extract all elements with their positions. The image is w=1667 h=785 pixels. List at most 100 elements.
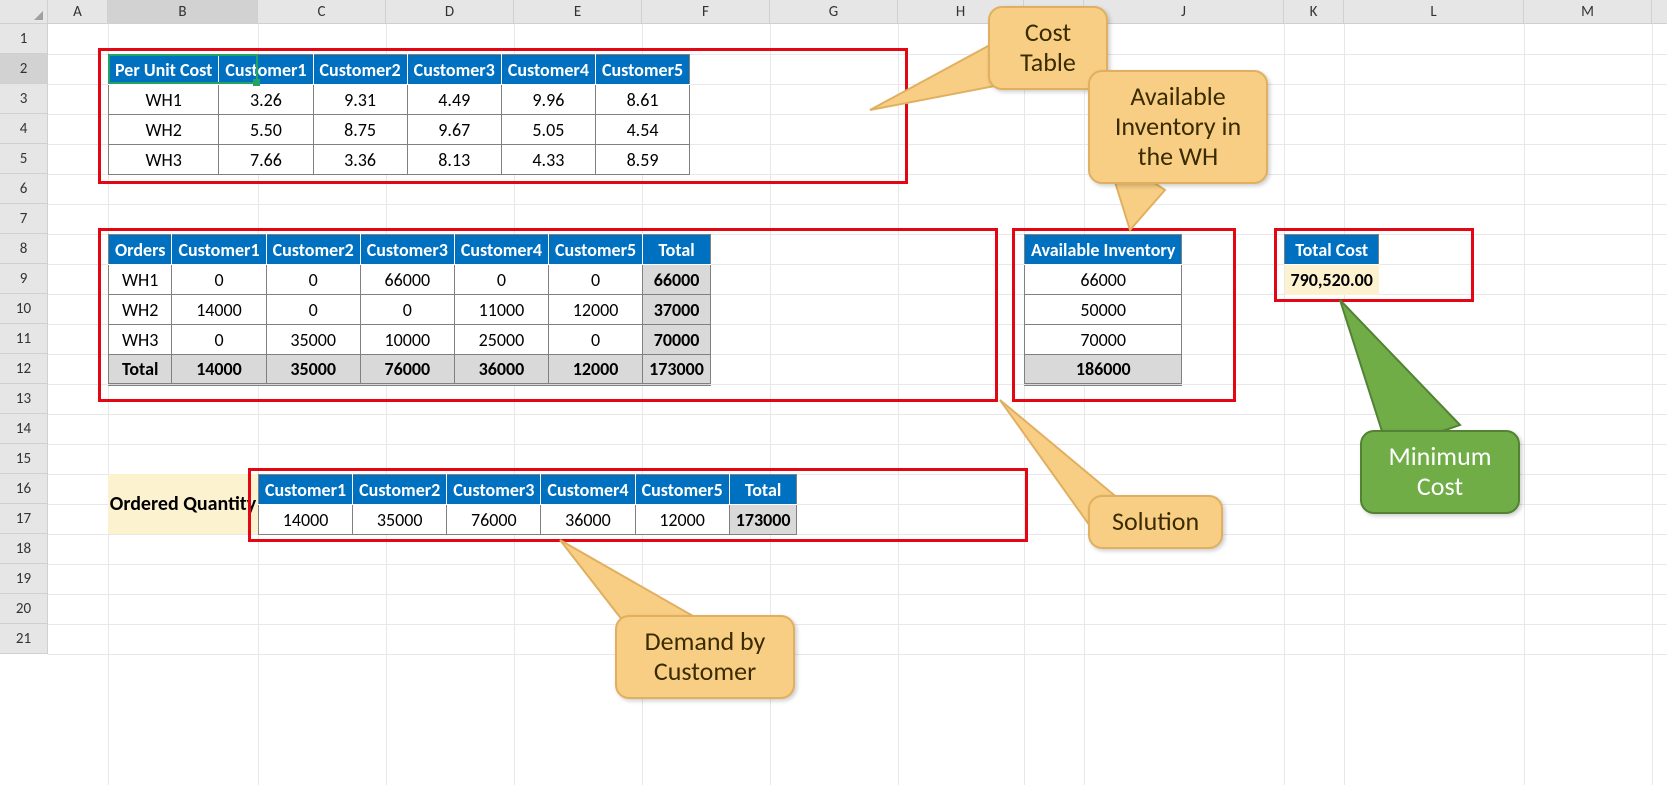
row-header-3[interactable]: 3 (0, 84, 48, 114)
row-header-11[interactable]: 11 (0, 324, 48, 354)
row-header-18[interactable]: 18 (0, 534, 48, 564)
cost-table-col: Customer2 (313, 55, 407, 85)
row-header-14[interactable]: 14 (0, 414, 48, 444)
cost-row-label: WH1 (109, 85, 219, 115)
row-header-12[interactable]: 12 (0, 354, 48, 384)
orders-header-label: Orders (109, 235, 172, 265)
orders-cell[interactable]: 0 (266, 295, 360, 325)
orders-cell[interactable]: 10000 (360, 325, 454, 355)
col-header-B[interactable]: B (108, 0, 258, 23)
row-header-2[interactable]: 2 (0, 54, 48, 84)
orders-col: Customer2 (266, 235, 360, 265)
orders-cell[interactable]: 0 (172, 325, 266, 355)
col-header-E[interactable]: E (514, 0, 642, 23)
row-header-16[interactable]: 16 (0, 474, 48, 504)
cost-cell[interactable]: 9.96 (501, 85, 595, 115)
row-header-6[interactable]: 6 (0, 174, 48, 204)
cost-cell[interactable]: 4.49 (407, 85, 501, 115)
select-all-corner[interactable] (0, 0, 48, 23)
inventory-header: Available Inventory (1025, 235, 1182, 265)
inventory-total: 186000 (1025, 355, 1182, 385)
col-header-G[interactable]: G (770, 0, 898, 23)
orders-cell[interactable]: 0 (549, 265, 643, 295)
column-headers: ABCDEFGHIJKLM (0, 0, 1667, 24)
row-header-1[interactable]: 1 (0, 24, 48, 54)
cost-cell[interactable]: 5.05 (501, 115, 595, 145)
col-header-K[interactable]: K (1284, 0, 1344, 23)
oq-val: 36000 (541, 505, 635, 535)
col-header-F[interactable]: F (642, 0, 770, 23)
cost-cell[interactable]: 9.31 (313, 85, 407, 115)
ordered-qty-label: Ordered Quantity (108, 474, 258, 534)
col-header-A[interactable]: A (48, 0, 108, 23)
cost-cell[interactable]: 4.33 (501, 145, 595, 175)
orders-cell[interactable]: 66000 (360, 265, 454, 295)
cost-table-header-label: Per Unit Cost (109, 55, 219, 85)
cost-cell[interactable]: 8.13 (407, 145, 501, 175)
col-header-M[interactable]: M (1524, 0, 1652, 23)
row-header-13[interactable]: 13 (0, 384, 48, 414)
oq-total-col: Total (729, 475, 797, 505)
orders-table[interactable]: Orders Customer1 Customer2 Customer3 Cus… (108, 234, 711, 386)
orders-cell[interactable]: 14000 (172, 295, 266, 325)
orders-col: Customer3 (360, 235, 454, 265)
oq-val: 35000 (353, 505, 447, 535)
cost-cell[interactable]: 8.59 (595, 145, 689, 175)
row-header-15[interactable]: 15 (0, 444, 48, 474)
cost-table-col: Customer3 (407, 55, 501, 85)
cost-cell[interactable]: 5.50 (219, 115, 313, 145)
orders-cell[interactable]: 0 (360, 295, 454, 325)
cost-cell[interactable]: 4.54 (595, 115, 689, 145)
oq-val: 14000 (259, 505, 353, 535)
orders-cell[interactable]: 0 (549, 325, 643, 355)
oq-col: Customer5 (635, 475, 729, 505)
row-header-9[interactable]: 9 (0, 264, 48, 294)
total-cost-table[interactable]: Total Cost 790,520.00 (1284, 234, 1379, 295)
callout-demand-text: Demand by Customer (645, 625, 766, 687)
ordered-qty-table[interactable]: Customer1 Customer2 Customer3 Customer4 … (258, 474, 797, 535)
cost-table-col: Customer4 (501, 55, 595, 85)
orders-cell[interactable]: 35000 (266, 325, 360, 355)
orders-cell[interactable]: 0 (266, 265, 360, 295)
cost-table[interactable]: Per Unit Cost Customer1 Customer2 Custom… (108, 54, 690, 175)
cost-table-col: Customer5 (595, 55, 689, 85)
cost-table-col: Customer1 (219, 55, 313, 85)
col-header-L[interactable]: L (1344, 0, 1524, 23)
inventory-cell[interactable]: 70000 (1025, 325, 1182, 355)
row-header-19[interactable]: 19 (0, 564, 48, 594)
col-header-C[interactable]: C (258, 0, 386, 23)
orders-cell[interactable]: 25000 (454, 325, 548, 355)
oq-col: Customer3 (447, 475, 541, 505)
row-header-7[interactable]: 7 (0, 204, 48, 234)
orders-cell[interactable]: 0 (172, 265, 266, 295)
oq-col: Customer1 (259, 475, 353, 505)
cost-cell[interactable]: 3.26 (219, 85, 313, 115)
inventory-cell[interactable]: 50000 (1025, 295, 1182, 325)
oq-col: Customer4 (541, 475, 635, 505)
inventory-cell[interactable]: 66000 (1025, 265, 1182, 295)
cost-cell[interactable]: 3.36 (313, 145, 407, 175)
orders-cell[interactable]: 11000 (454, 295, 548, 325)
col-header-D[interactable]: D (386, 0, 514, 23)
orders-footer-label: Total (109, 355, 172, 385)
orders-cell[interactable]: 0 (454, 265, 548, 295)
cost-cell[interactable]: 7.66 (219, 145, 313, 175)
inventory-table[interactable]: Available Inventory 66000500007000018600… (1024, 234, 1182, 386)
callout-cost-table-text: Cost Table (1020, 16, 1076, 78)
orders-col: Customer5 (549, 235, 643, 265)
row-header-10[interactable]: 10 (0, 294, 48, 324)
cost-cell[interactable]: 9.67 (407, 115, 501, 145)
row-header-5[interactable]: 5 (0, 144, 48, 174)
row-header-17[interactable]: 17 (0, 504, 48, 534)
row-header-20[interactable]: 20 (0, 594, 48, 624)
col-header-J[interactable]: J (1084, 0, 1284, 23)
row-header-8[interactable]: 8 (0, 234, 48, 264)
row-header-4[interactable]: 4 (0, 114, 48, 144)
cost-cell[interactable]: 8.75 (313, 115, 407, 145)
cost-cell[interactable]: 8.61 (595, 85, 689, 115)
orders-footer-cell: 12000 (549, 355, 643, 385)
orders-row-total: 66000 (643, 265, 711, 295)
orders-cell[interactable]: 12000 (549, 295, 643, 325)
callout-solution: Solution (1088, 495, 1223, 549)
row-header-21[interactable]: 21 (0, 624, 48, 654)
